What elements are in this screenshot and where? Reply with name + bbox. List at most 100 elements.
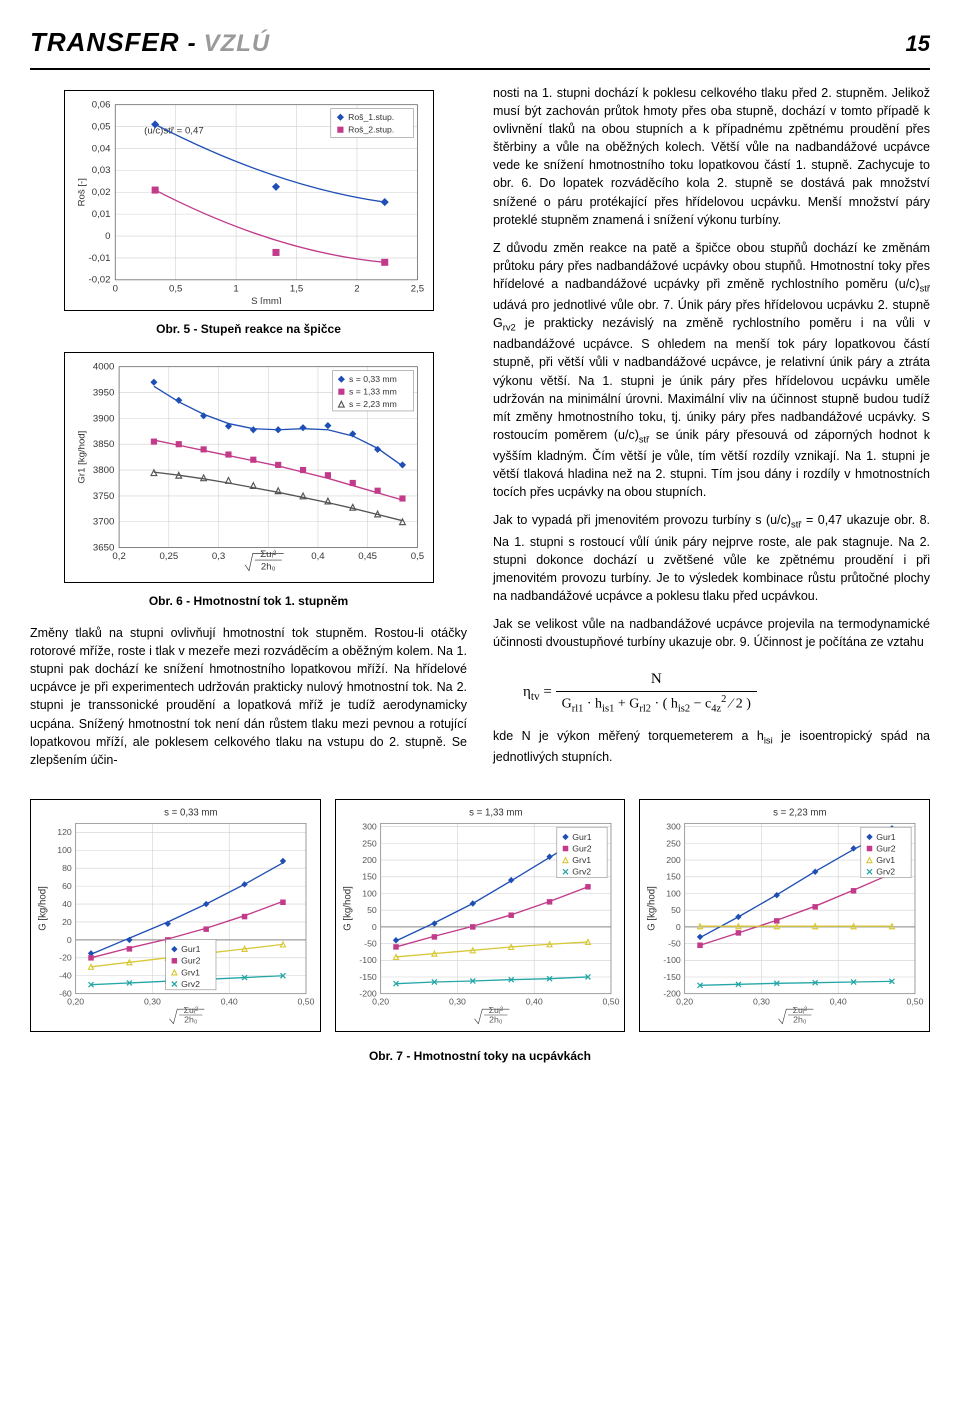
svg-text:100: 100 [362, 888, 377, 898]
svg-text:0: 0 [105, 231, 110, 242]
svg-text:Gur2: Gur2 [572, 843, 592, 853]
svg-text:Grv1: Grv1 [181, 967, 200, 977]
svg-text:2h₀: 2h₀ [489, 1015, 503, 1025]
svg-text:s = 2,23 mm: s = 2,23 mm [773, 808, 826, 819]
svg-text:150: 150 [362, 872, 377, 882]
svg-text:300: 300 [362, 822, 377, 832]
svg-text:2: 2 [354, 283, 359, 294]
svg-text:50: 50 [367, 905, 377, 915]
header-dash: - [188, 27, 196, 62]
svg-text:-50: -50 [364, 938, 377, 948]
svg-text:3700: 3700 [92, 517, 113, 528]
svg-text:3750: 3750 [92, 491, 113, 502]
svg-text:100: 100 [667, 888, 682, 898]
svg-text:Grv2: Grv2 [572, 867, 591, 877]
svg-text:0,02: 0,02 [91, 187, 110, 198]
svg-text:3800: 3800 [92, 465, 113, 476]
right-para-5: kde N je výkon měřený torquemeterem a hi… [493, 727, 930, 766]
svg-text:0,4: 0,4 [311, 551, 325, 562]
svg-text:0: 0 [112, 283, 117, 294]
svg-text:0,50: 0,50 [907, 996, 924, 1006]
svg-text:0,20: 0,20 [372, 996, 389, 1006]
svg-text:200: 200 [667, 855, 682, 865]
fig5-caption: Obr. 5 - Stupeň reakce na špičce [30, 321, 467, 338]
svg-text:s = 2,23 mm: s = 2,23 mm [349, 399, 397, 409]
svg-text:0,20: 0,20 [67, 996, 84, 1006]
svg-text:0,06: 0,06 [91, 99, 110, 110]
svg-text:0,2: 0,2 [112, 551, 125, 562]
svg-text:60: 60 [62, 881, 72, 891]
svg-text:s = 0,33 mm: s = 0,33 mm [164, 808, 217, 819]
svg-text:0,30: 0,30 [449, 996, 466, 1006]
fig7-panel-3: s = 2,23 mm-200-150-100-5005010015020025… [639, 793, 930, 1042]
left-column: -0,02-0,0100,010,020,030,040,050,0600,51… [30, 84, 467, 779]
svg-text:Σuᵢ²: Σuᵢ² [184, 1005, 199, 1015]
svg-text:0,50: 0,50 [602, 996, 619, 1006]
svg-text:0,25: 0,25 [159, 551, 178, 562]
svg-text:s = 1,33 mm: s = 1,33 mm [349, 387, 397, 397]
svg-text:4000: 4000 [92, 362, 113, 373]
right-para-2: Z důvodu změn reakce na patě a špičce ob… [493, 239, 930, 502]
svg-text:2h₀: 2h₀ [260, 562, 275, 573]
svg-text:Grv2: Grv2 [877, 867, 896, 877]
svg-text:250: 250 [362, 838, 377, 848]
svg-text:3950: 3950 [92, 387, 113, 398]
svg-text:0,40: 0,40 [830, 996, 847, 1006]
svg-text:Gur1: Gur1 [181, 944, 201, 954]
fig7-caption: Obr. 7 - Hmotnostní toky na ucpávkách [30, 1048, 930, 1065]
svg-text:-20: -20 [59, 953, 72, 963]
svg-text:Grv1: Grv1 [877, 855, 896, 865]
fig5-chart: -0,02-0,0100,010,020,030,040,050,0600,51… [64, 90, 434, 311]
svg-text:s = 0,33 mm: s = 0,33 mm [349, 374, 397, 384]
svg-text:Gur2: Gur2 [877, 843, 897, 853]
right-para-4: Jak se velikost vůle na nadbandážové ucp… [493, 615, 930, 651]
fig7-panel-2: s = 1,33 mm-200-150-100-5005010015020025… [335, 793, 626, 1042]
svg-text:1,5: 1,5 [289, 283, 302, 294]
svg-text:1: 1 [233, 283, 238, 294]
svg-text:2,5: 2,5 [410, 283, 423, 294]
svg-text:0,30: 0,30 [144, 996, 161, 1006]
svg-text:Σuᵢ²: Σuᵢ² [488, 1005, 503, 1015]
svg-text:0,5: 0,5 [410, 551, 423, 562]
svg-text:-150: -150 [664, 972, 682, 982]
svg-text:0,05: 0,05 [91, 121, 110, 132]
page-header: TRANSFER - VZLÚ 15 [30, 24, 930, 70]
svg-text:0,03: 0,03 [91, 165, 110, 176]
svg-text:200: 200 [362, 855, 377, 865]
svg-text:G [kg/hod]: G [kg/hod] [38, 886, 49, 931]
svg-text:50: 50 [671, 905, 681, 915]
svg-text:3850: 3850 [92, 439, 113, 450]
svg-text:Roš [-]: Roš [-] [76, 178, 87, 206]
fig6-caption: Obr. 6 - Hmotnostní tok 1. stupněm [30, 593, 467, 610]
svg-text:(u/c)stř = 0,47: (u/c)stř = 0,47 [144, 125, 204, 136]
svg-text:80: 80 [62, 863, 72, 873]
svg-text:-100: -100 [359, 955, 377, 965]
svg-text:Σuᵢ²: Σuᵢ² [260, 549, 277, 560]
svg-text:100: 100 [57, 845, 72, 855]
right-para-3: Jak to vypadá při jmenovitém provozu tur… [493, 511, 930, 605]
svg-text:0,5: 0,5 [169, 283, 182, 294]
fig7-panel-1: s = 0,33 mm-60-40-200204060801001200,200… [30, 793, 321, 1042]
left-para-1: Změny tlaků na stupni ovlivňují hmotnost… [30, 624, 467, 769]
svg-text:G [kg/hod]: G [kg/hod] [342, 886, 353, 931]
svg-text:250: 250 [667, 838, 682, 848]
right-column: nosti na 1. stupni dochází k poklesu cel… [493, 84, 930, 779]
svg-text:0,20: 0,20 [677, 996, 694, 1006]
svg-text:120: 120 [57, 827, 72, 837]
svg-text:0: 0 [676, 922, 681, 932]
svg-text:-40: -40 [59, 971, 72, 981]
svg-text:Grv1: Grv1 [572, 855, 591, 865]
svg-text:S [mm]: S [mm] [251, 296, 281, 304]
svg-text:300: 300 [667, 822, 682, 832]
header-transfer: TRANSFER [30, 24, 180, 62]
svg-text:G [kg/hod]: G [kg/hod] [647, 886, 658, 931]
svg-text:0: 0 [372, 922, 377, 932]
svg-text:Roš_1.stup.: Roš_1.stup. [348, 112, 394, 122]
svg-text:0: 0 [67, 935, 72, 945]
svg-text:2h₀: 2h₀ [184, 1015, 198, 1025]
svg-text:0,01: 0,01 [91, 209, 110, 220]
efficiency-equation: ηtv = N Grl1 · his1 + Grl2 · ( his2 − c4… [493, 661, 930, 726]
svg-text:-0,02: -0,02 [88, 274, 110, 285]
svg-text:0,40: 0,40 [221, 996, 238, 1006]
svg-text:0,40: 0,40 [525, 996, 542, 1006]
